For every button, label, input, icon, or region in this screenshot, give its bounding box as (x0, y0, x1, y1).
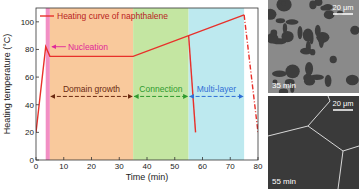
domain (300, 48, 312, 55)
x-tick-label: 70 (226, 162, 235, 171)
x-tick-label: 10 (59, 162, 68, 171)
scale-label: 20 μm (333, 3, 354, 12)
x-tick-label: 0 (34, 162, 39, 171)
region (189, 8, 245, 160)
time-label: 35 min (272, 81, 296, 90)
grain-boundary (308, 101, 330, 126)
region-label: Connection (139, 84, 182, 94)
x-tick-label: 30 (115, 162, 124, 171)
domain (281, 31, 293, 42)
x-tick (202, 157, 203, 160)
x-tick (258, 157, 259, 160)
y-tick (36, 160, 39, 161)
y-tick (36, 77, 39, 78)
micrograph: 20 μm 55 min (268, 96, 359, 189)
x-tick-label: 80 (254, 162, 263, 171)
domain (272, 70, 287, 77)
y-tick (36, 21, 39, 22)
y-tick (36, 104, 39, 105)
domain (346, 75, 359, 85)
annotation-arrow (51, 96, 132, 97)
y-tick-label: 100 (21, 18, 35, 27)
grain-boundary (268, 126, 308, 136)
domain (330, 56, 337, 64)
domain (350, 26, 359, 35)
annotation-arrow (52, 46, 66, 47)
y-tick (36, 132, 39, 133)
x-tick (63, 157, 64, 160)
series-line (36, 15, 244, 132)
series-line (189, 36, 196, 133)
x-tick (147, 157, 148, 160)
region-label: Multi-layer (197, 84, 236, 94)
y-tick (36, 49, 39, 50)
annotation-arrow (134, 96, 188, 97)
legend-label: Heating curve of naphthalene (57, 11, 168, 21)
x-tick (174, 157, 175, 160)
domain (320, 5, 329, 10)
x-tick (91, 157, 92, 160)
y-tick-label: 20 (25, 128, 34, 137)
figure: 0 10 20 30 40 50 60 70 80 0 20 40 60 80 100 Time (min) H… (0, 0, 359, 189)
region-label: Nucleation (68, 42, 108, 52)
y-tick-label: 60 (25, 73, 34, 82)
plot-area (36, 8, 258, 160)
region (46, 8, 50, 160)
x-tick-label: 50 (170, 162, 179, 171)
domain (298, 26, 303, 39)
x-tick (36, 157, 37, 160)
time-label: 55 min (272, 177, 296, 186)
scale-bar (333, 109, 353, 111)
grain-boundary (338, 151, 343, 189)
domain (305, 62, 313, 75)
series-line (244, 15, 258, 132)
grain-boundary (328, 96, 330, 101)
annotation-arrow (190, 96, 244, 97)
x-tick (230, 157, 231, 160)
domain (325, 75, 332, 87)
region (133, 8, 189, 160)
domain (268, 9, 276, 20)
domain (309, 0, 316, 9)
domain (285, 64, 299, 78)
grain-boundary (308, 126, 343, 151)
y-tick-label: 0 (30, 156, 35, 165)
plot-frame (36, 8, 258, 160)
x-tick-label: 20 (87, 162, 96, 171)
y-tick-label: 40 (25, 101, 34, 110)
x-tick-label: 60 (198, 162, 207, 171)
domain (283, 23, 287, 33)
domain (286, 19, 299, 24)
domain (281, 1, 286, 5)
y-axis-label: Heating temperature (°C) (2, 34, 12, 135)
scale-bar (333, 13, 353, 15)
domain (276, 18, 285, 23)
x-axis-label: Time (min) (126, 172, 169, 182)
domain (310, 75, 324, 80)
region-label: Domain growth (63, 84, 120, 94)
domain (303, 29, 313, 42)
x-tick (119, 157, 120, 160)
domain (270, 30, 277, 37)
domain (276, 0, 291, 12)
micrograph: 20 μm 35 min (264, 0, 359, 95)
legend-swatch (40, 15, 54, 16)
scale-label: 20 μm (333, 99, 354, 108)
y-tick-label: 80 (25, 45, 34, 54)
domain (319, 34, 324, 48)
grain-boundary (343, 146, 359, 151)
region (50, 8, 133, 160)
x-tick-label: 40 (143, 162, 152, 171)
